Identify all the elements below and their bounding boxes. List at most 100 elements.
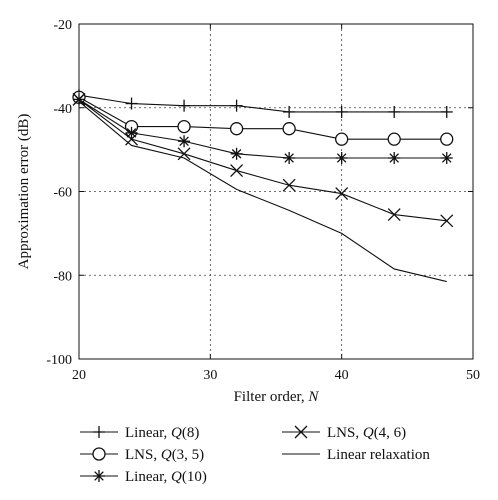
- legend-label-prefix-2: Linear,: [125, 469, 171, 485]
- series-1-point-3-circle: [229, 122, 244, 136]
- series-1-point-5-circle: [335, 132, 349, 146]
- series-3-point-7-d2: [440, 214, 454, 228]
- series-3-point-2: [177, 147, 191, 161]
- series-2-point-3-d2: [231, 149, 242, 159]
- y-tick-label-0: -20: [53, 18, 72, 33]
- legend-item-0: Linear, Q(8): [80, 425, 199, 441]
- series-2-point-3: [230, 147, 243, 160]
- series-line-4: [78, 101, 447, 283]
- series-2-point-6: [388, 152, 401, 164]
- legend-label-q-2: Q: [171, 469, 182, 485]
- series-1-point-6-circle: [387, 132, 401, 146]
- legend-marker-0: [93, 426, 105, 438]
- legend-marker-2: [93, 470, 105, 482]
- legend-item-1: LNS, Q(3, 5): [80, 447, 204, 463]
- series-0-point-2: [178, 99, 191, 112]
- series-2-point-2: [178, 135, 191, 148]
- series-3-point-3-d2: [230, 164, 244, 178]
- legend-label-q-1: Q: [161, 447, 172, 463]
- y-tick-label-4: -100: [46, 353, 72, 368]
- series-3-point-5-d2: [335, 187, 349, 201]
- series-2-point-7-d2: [441, 153, 452, 163]
- series-3-point-4-d2: [282, 178, 296, 192]
- ticks: 20 30 40 50 -20 -40 -60 -80 -100: [46, 18, 480, 383]
- legend-label-q-3: Q: [363, 425, 374, 441]
- legend-label-args-0: (8): [182, 425, 200, 441]
- series-3-point-6: [387, 208, 401, 221]
- legend-item-3: LNS, Q(4, 6): [282, 425, 406, 441]
- legend-marker-1: [92, 447, 106, 461]
- series-2-point-2-d2: [179, 136, 189, 147]
- series-3-point-7: [440, 214, 454, 228]
- series-0-point-6: [388, 105, 401, 118]
- series-2-point-4: [283, 152, 296, 164]
- series-line-1: [78, 96, 447, 140]
- series-1-point-6: [387, 132, 401, 146]
- legend-label-prefix-0: Linear,: [125, 425, 171, 441]
- x-tick-label-3: 50: [466, 368, 480, 383]
- series-2-point-1: [125, 126, 138, 139]
- series-3-point-1: [125, 132, 138, 146]
- series-group: [72, 89, 454, 283]
- y-tick-label-2: -60: [53, 186, 72, 201]
- x-axis-label-prefix: Filter order,: [234, 389, 309, 405]
- series-2-point-4-d2: [284, 153, 294, 163]
- legend-label-1: LNS, Q(3, 5): [125, 447, 204, 463]
- legend-marker-3-d2: [294, 425, 308, 439]
- legend-label-q-0: Q: [171, 425, 182, 441]
- series-3-point-4: [282, 178, 296, 192]
- legend-label-args-2: (10): [182, 469, 207, 485]
- series-3-point-1-d2: [125, 132, 138, 146]
- grid: [79, 24, 473, 359]
- series-2-point-6-d2: [389, 153, 399, 163]
- legend-label-prefix-3: LNS,: [327, 425, 363, 441]
- series-1-point-2: [177, 119, 191, 134]
- legend-label-2: Linear, Q(10): [125, 469, 207, 485]
- series-1-point-7: [440, 132, 454, 146]
- series-line-2: [78, 98, 447, 159]
- y-tick-label-3: -80: [53, 269, 72, 284]
- x-axis-label-italic: N: [307, 389, 319, 405]
- legend-label-prefix-4: Linear relaxation: [327, 447, 430, 463]
- series-1-point-4-circle: [282, 122, 296, 136]
- series-3-point-5: [335, 187, 349, 201]
- legend: Linear, Q(8)LNS, Q(3, 5)Linear, Q(10)LNS…: [80, 425, 430, 485]
- legend-marker-3: [294, 425, 308, 439]
- legend-marker-2-d2: [94, 471, 104, 481]
- series-1-point-2-circle: [177, 119, 191, 134]
- series-0-point-4: [283, 105, 296, 118]
- series-line-0: [78, 94, 447, 113]
- x-tick-label-2: 40: [335, 368, 349, 383]
- series-2-point-7: [440, 152, 453, 164]
- legend-label-prefix-1: LNS,: [125, 447, 161, 463]
- series-1-point-7-circle: [440, 132, 454, 146]
- series-2-point-5-d2: [336, 153, 347, 163]
- legend-label-args-3: (4, 6): [374, 425, 407, 441]
- series-3-point-6-d2: [387, 208, 401, 221]
- series-0-point-7: [440, 105, 453, 118]
- x-axis-label: Filter order, N: [234, 389, 320, 405]
- legend-label-args-1: (3, 5): [172, 447, 205, 463]
- legend-item-4: Linear relaxation: [282, 447, 430, 463]
- series-2-point-5: [335, 152, 348, 164]
- series-3-point-3: [230, 164, 244, 178]
- x-tick-label-1: 30: [203, 368, 217, 383]
- series-0-point-1: [125, 97, 138, 110]
- y-axis-label: Approximation error (dB): [16, 114, 32, 270]
- series-line-3: [78, 98, 447, 222]
- legend-item-2: Linear, Q(10): [80, 469, 207, 485]
- y-tick-label-1: -40: [53, 102, 72, 117]
- series-3-point-2-d2: [177, 147, 191, 161]
- series-1-point-3: [229, 122, 244, 136]
- series-1-point-4: [282, 122, 296, 136]
- series-0-point-5: [335, 105, 348, 118]
- series-1-point-5: [335, 132, 349, 146]
- legend-label-3: LNS, Q(4, 6): [327, 425, 406, 441]
- x-tick-label-0: 20: [72, 368, 86, 383]
- legend-label-4: Linear relaxation: [327, 447, 430, 463]
- series-0-point-3: [230, 99, 243, 112]
- legend-label-0: Linear, Q(8): [125, 425, 199, 441]
